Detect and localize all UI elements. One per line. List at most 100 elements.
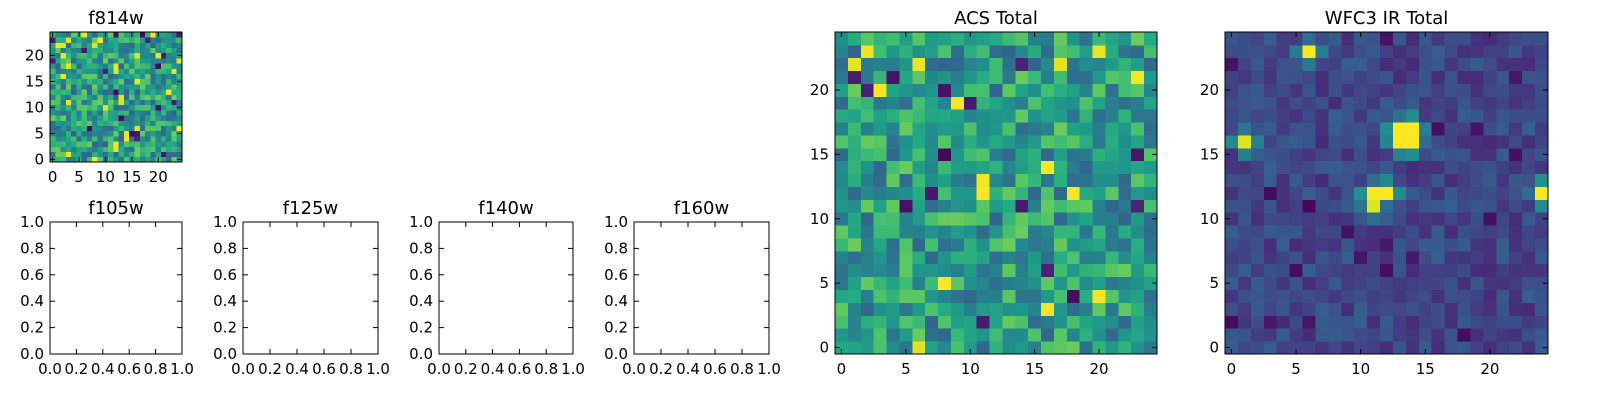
heatmap-cell [873, 135, 887, 149]
heatmap-cell [150, 146, 156, 152]
heatmap-cell [1118, 160, 1132, 175]
heatmap-cell [938, 83, 952, 97]
heatmap-cell [1470, 199, 1484, 213]
heatmap-cell [976, 289, 990, 303]
heatmap-cell [160, 73, 167, 80]
heatmap-cell [925, 302, 939, 316]
heatmap-cell [108, 115, 114, 121]
x-tick-label: 0.8 [144, 360, 168, 378]
heatmap-cell [1405, 212, 1420, 226]
heatmap-cell [60, 120, 67, 126]
heatmap-cell [97, 156, 104, 163]
heatmap-cell [873, 147, 887, 162]
heatmap-cell [1315, 341, 1329, 355]
heatmap-cell [1225, 328, 1239, 342]
heatmap-cell [1092, 96, 1106, 110]
heatmap-cell [1483, 238, 1497, 252]
axes-frame [1224, 31, 1549, 355]
heatmap-cell [60, 104, 67, 111]
heatmap-cell [60, 151, 67, 158]
heatmap-cell [86, 136, 93, 142]
heatmap-cell [860, 44, 875, 59]
heatmap-cell [176, 32, 183, 38]
heatmap-cell [1496, 276, 1510, 290]
heatmap-cell [1315, 160, 1329, 175]
heatmap-cell [1367, 212, 1381, 226]
heatmap-cell [1105, 147, 1119, 162]
heatmap-cell [55, 68, 61, 74]
heatmap-cell [989, 122, 1003, 136]
heatmap-cell [1418, 70, 1433, 84]
heatmap-cell [1250, 32, 1265, 46]
heatmap-cell [1354, 341, 1368, 355]
heatmap-cell [1354, 160, 1368, 175]
heatmap-cell [847, 225, 862, 239]
heatmap-cell [50, 151, 56, 158]
heatmap-cell [1392, 289, 1407, 303]
heatmap-cell [1144, 44, 1158, 59]
heatmap-cell [1118, 44, 1132, 59]
heatmap-cell [1302, 70, 1316, 84]
heatmap-cell [886, 147, 900, 162]
heatmap-cell [1144, 32, 1158, 46]
heatmap-cell [847, 302, 862, 316]
heatmap-cell [950, 109, 965, 123]
heatmap-cell [835, 212, 849, 226]
heatmap-cell [1289, 147, 1303, 162]
heatmap-cell [1509, 212, 1523, 226]
heatmap-cell [1066, 289, 1081, 303]
y-tick-label: 1.0 [604, 213, 628, 231]
heatmap-cell [1341, 96, 1355, 110]
heatmap-cell [1315, 212, 1329, 226]
heatmap-cell [1328, 186, 1342, 200]
y-tick-label: 1.0 [213, 213, 237, 231]
heatmap-cell [171, 42, 178, 48]
heatmap-cell [1341, 57, 1355, 72]
heatmap-cell [1002, 96, 1016, 110]
heatmap-cell [1028, 341, 1042, 355]
heatmap-cell [1522, 57, 1536, 72]
heatmap-cell [102, 110, 109, 116]
heatmap-cell [1328, 173, 1342, 187]
heatmap-cell [1470, 289, 1484, 303]
heatmap-cell [1405, 289, 1420, 303]
heatmap-cell [1457, 122, 1471, 136]
heatmap-cell [1457, 328, 1471, 342]
heatmap-cell [1276, 32, 1290, 46]
heatmap-cell [65, 151, 72, 158]
heatmap-cell [1483, 199, 1497, 213]
heatmap-cell [1041, 250, 1055, 265]
heatmap-cell [92, 78, 98, 85]
heatmap-cell [108, 78, 114, 85]
x-tick-label: 20 [149, 168, 168, 186]
heatmap-cell [886, 70, 900, 84]
heatmap-cell [1289, 122, 1303, 136]
heatmap-cell [1053, 173, 1068, 187]
heatmap-cell [912, 70, 926, 84]
heatmap-cell [150, 156, 156, 163]
heatmap-cell [108, 104, 114, 111]
heatmap-cell [155, 47, 162, 54]
heatmap-cell [1079, 328, 1093, 342]
heatmap-cell [989, 263, 1003, 278]
heatmap-cell [1457, 341, 1471, 355]
heatmap-cell [1041, 83, 1055, 97]
heatmap-cell [1392, 44, 1407, 59]
heatmap-cell [1041, 276, 1055, 290]
heatmap-cell [886, 341, 900, 355]
heatmap-cell [1522, 263, 1536, 278]
heatmap-cell [1079, 212, 1093, 226]
heatmap-cell [976, 199, 990, 213]
chart-title: f140w [478, 198, 533, 219]
heatmap-cell [113, 146, 120, 152]
heatmap-cell [989, 225, 1003, 239]
heatmap-cell [50, 37, 56, 43]
heatmap-cell [113, 156, 120, 163]
heatmap-cell [1315, 44, 1329, 59]
heatmap-cell [55, 47, 61, 54]
heatmap-cell [113, 120, 120, 126]
heatmap-cell [963, 289, 978, 303]
heatmap-cell [65, 89, 72, 95]
heatmap-cell [1028, 302, 1042, 316]
heatmap-cell [123, 37, 130, 43]
